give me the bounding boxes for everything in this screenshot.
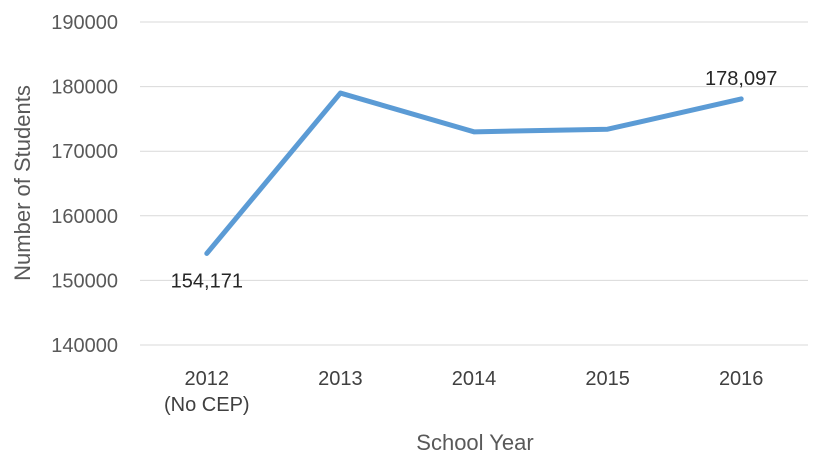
data-labels: 154,171 178,097 [171, 68, 778, 293]
x-axis-tick-labels: 2012 (No CEP) 2013 2014 2015 2016 [164, 368, 763, 416]
y-tick-label: 150000 [51, 270, 118, 292]
series-layer [204, 90, 744, 256]
y-tick-label: 160000 [51, 206, 118, 228]
x-tick-label: 2015 [585, 368, 630, 390]
x-tick-label: 2013 [318, 368, 363, 390]
series-line [204, 90, 744, 256]
data-label: 154,171 [171, 270, 243, 292]
x-tick-label: 2012 (No CEP) [164, 368, 250, 416]
y-tick-label: 190000 [51, 12, 118, 34]
x-axis-title: School Year [416, 430, 533, 455]
gridlines [140, 21, 808, 346]
y-axis-tick-labels: 140000 150000 160000 170000 180000 190000 [51, 12, 118, 357]
y-tick-label: 180000 [51, 77, 118, 99]
x-tick-label: 2016 [719, 368, 764, 390]
y-tick-label: 170000 [51, 141, 118, 163]
x-tick-label: 2014 [452, 368, 497, 390]
y-axis-title: Number of Students [10, 85, 35, 281]
y-tick-label: 140000 [51, 335, 118, 357]
data-label: 178,097 [705, 68, 777, 90]
